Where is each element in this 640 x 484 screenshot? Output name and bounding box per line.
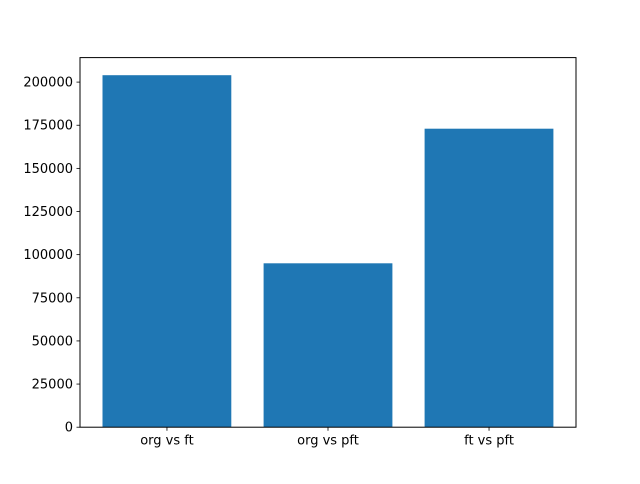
y-tick-label: 125000 [23, 205, 73, 220]
y-tick-label: 100000 [23, 248, 73, 263]
bar [263, 263, 393, 428]
bar [424, 128, 554, 428]
bar [102, 75, 232, 428]
y-tick-label: 50000 [32, 334, 73, 349]
y-tick-label: 200000 [23, 76, 73, 91]
y-tick-label: 150000 [23, 162, 73, 177]
x-tick-label: org vs ft [140, 434, 194, 449]
y-tick-label: 75000 [32, 291, 73, 306]
y-tick-label: 0 [65, 421, 73, 436]
y-tick-label: 25000 [32, 378, 73, 393]
x-tick-label: org vs pft [297, 434, 359, 449]
x-tick-label: ft vs pft [464, 434, 514, 449]
y-tick-label: 175000 [23, 119, 73, 134]
axes-frame [79, 57, 577, 428]
